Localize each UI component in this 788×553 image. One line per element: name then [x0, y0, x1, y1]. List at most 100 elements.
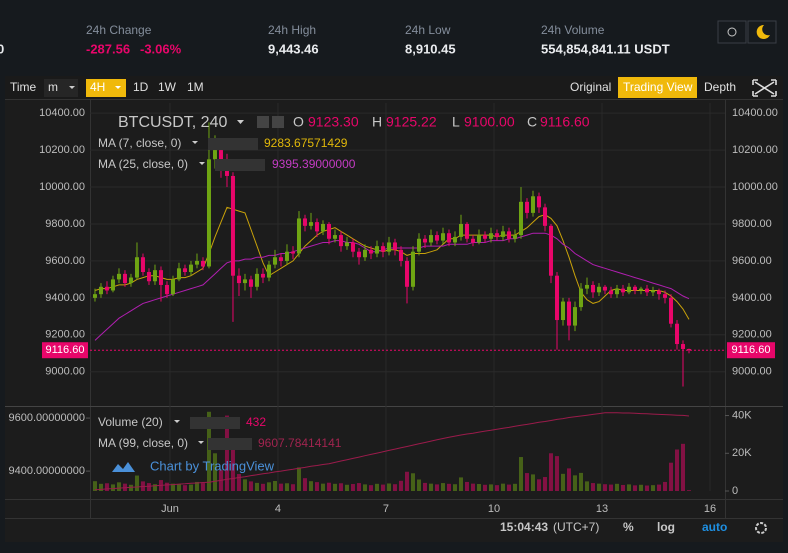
settings-icon[interactable] [755, 522, 767, 534]
candle-body [344, 242, 349, 247]
volume-bar [542, 477, 547, 491]
candle-body [374, 246, 379, 254]
x-tick-label: Jun [161, 503, 179, 515]
volume-bar [614, 483, 619, 491]
tradingview-logo [112, 462, 135, 472]
legend-icon[interactable] [272, 116, 284, 128]
volume-bar [134, 475, 139, 491]
view-button[interactable]: Trading View [623, 80, 693, 94]
dropdown-arrow [198, 441, 204, 444]
volume-bar [188, 484, 193, 491]
legend-icons[interactable] [208, 438, 252, 450]
ohlc-value: 9125.22 [386, 114, 437, 130]
x-tick-label: 13 [596, 503, 608, 515]
theme-light-button[interactable] [717, 20, 747, 44]
legend-name: MA (25, close, 0) [98, 157, 188, 171]
candle-body [614, 288, 619, 295]
candle-body [584, 284, 589, 289]
candle-body [398, 249, 403, 261]
volume-bar [428, 483, 433, 491]
y-tick-label: 10200.00 [39, 144, 85, 156]
volume-bar [530, 474, 535, 491]
candle-body [488, 233, 493, 239]
scale-button[interactable]: log [657, 520, 675, 534]
view-button[interactable]: Depth [704, 80, 736, 94]
legend-value: 9283.67571429 [264, 136, 348, 150]
legend-name: MA (99, close, 0) [98, 436, 188, 450]
volume-bar [416, 479, 421, 491]
candle-body [626, 286, 631, 293]
view-button[interactable]: Original [570, 80, 611, 94]
timezone: (UTC+7) [553, 520, 599, 534]
candle-body [578, 288, 583, 308]
volume-bar [524, 473, 529, 491]
volume-bar [284, 483, 289, 491]
theme-dark-button[interactable] [747, 20, 777, 44]
scale-button[interactable]: % [623, 520, 634, 534]
candle-body [650, 290, 655, 293]
candle-body [572, 307, 577, 326]
volume-bar [326, 482, 331, 491]
candle-body [308, 222, 313, 226]
candle-body [248, 279, 253, 287]
volume-bar [458, 477, 463, 491]
candle-body [440, 233, 445, 241]
volume-bar [596, 483, 601, 491]
view-active[interactable] [618, 77, 697, 98]
volume-bar [362, 484, 367, 491]
candle-body [386, 242, 391, 252]
candle-body [446, 233, 451, 243]
candle-body [314, 222, 319, 232]
x-tick-label: 7 [383, 503, 389, 515]
volume-bar [500, 483, 505, 491]
volume-bar [278, 483, 283, 491]
candle-body [164, 284, 169, 295]
volume-bar [332, 483, 337, 491]
watermark[interactable]: Chart by TradingView [150, 458, 275, 473]
clock: 15:04:43 [500, 520, 548, 534]
legend-icons[interactable] [215, 159, 265, 171]
legend-icons[interactable] [208, 138, 258, 150]
interval-button[interactable]: 1W [158, 80, 177, 94]
interval-button[interactable]: 1M [187, 80, 204, 94]
volume-bar [320, 483, 325, 491]
x-tick-label: 4 [275, 503, 281, 515]
y-tick-label: 9600.00 [45, 255, 85, 267]
candle-body [254, 273, 259, 287]
candle-body [686, 348, 691, 351]
volume-bar [644, 485, 649, 491]
y-tick-label-right: 9200.00 [732, 329, 772, 341]
volume-bar [152, 484, 157, 491]
candle-body [266, 264, 271, 278]
scale-button[interactable]: auto [702, 520, 727, 534]
volume-bar [674, 449, 679, 491]
interval-button[interactable]: 4H [90, 80, 105, 94]
toolbar-label: Time [10, 80, 37, 94]
volume-bar [488, 484, 493, 491]
volume-bar [686, 490, 691, 491]
fullscreen-icon[interactable] [752, 79, 777, 97]
candle-body [350, 242, 355, 252]
stat-label: 24h Volume [541, 23, 605, 37]
volume-bar [368, 485, 373, 491]
legend-icon[interactable] [257, 116, 269, 128]
legend-icons[interactable] [190, 417, 240, 429]
volume-bar [554, 456, 559, 491]
volume-bar [464, 481, 469, 491]
ohlc-prefix: H [372, 114, 382, 130]
volume-bar [638, 484, 643, 491]
candle-body [380, 246, 385, 252]
interval-active[interactable] [86, 79, 126, 97]
interval-select[interactable] [44, 79, 78, 97]
y-tick-label-right: 10200.00 [732, 144, 778, 156]
stat-label: 24h Low [405, 23, 451, 37]
candle-body [140, 257, 145, 273]
interval-button[interactable]: 1D [133, 80, 149, 94]
volume-bar [296, 467, 301, 491]
y-tick-label: 9800.00 [45, 218, 85, 230]
volume-bar [224, 415, 229, 491]
candle-body [290, 251, 295, 254]
candle-body [320, 223, 325, 232]
interval-unit[interactable]: m [48, 80, 58, 94]
